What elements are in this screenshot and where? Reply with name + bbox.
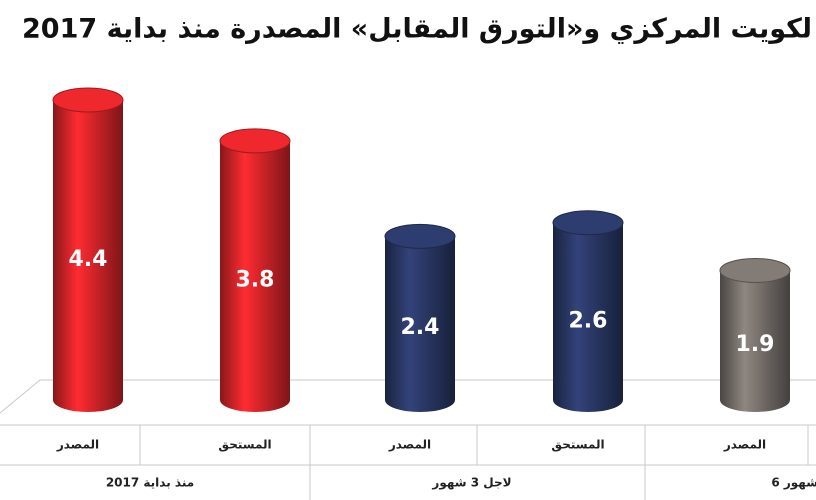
bar [53,100,123,412]
value-label: 3.8 [236,267,275,292]
chart-title: لكويت المركزي و«التورق المقابل» المصدرة … [22,14,812,45]
value-label: 2.4 [401,315,440,340]
bar-top [219,128,291,154]
group-label: لاجل 3 شهور [431,476,511,491]
bar-top [552,210,624,236]
bar [553,222,623,412]
category-label: المصدر [56,438,99,452]
group-label: 6 شهور [771,476,816,491]
bar-top [52,87,124,113]
group-label: منذ بداية 2017 [106,476,194,490]
category-label: المصدر [388,438,431,452]
category-label: المصدر [723,438,766,452]
value-label: 1.9 [736,332,775,357]
bar [720,270,790,412]
value-label: 4.4 [69,247,108,272]
bar [220,140,290,412]
bar-top [384,223,456,249]
bar-top [719,257,791,283]
value-label: 2.6 [569,308,608,333]
category-label: المستحق [551,438,604,452]
bar [385,236,455,412]
category-label: المستحق [218,438,271,452]
